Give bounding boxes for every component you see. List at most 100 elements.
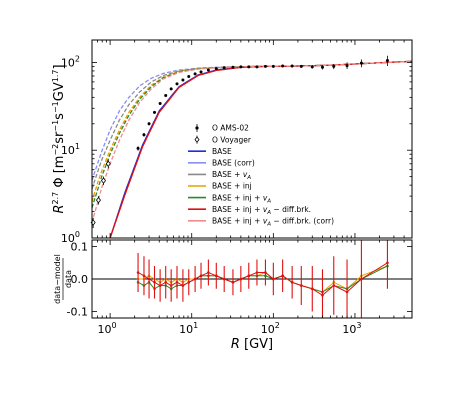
point-o-ams-02 xyxy=(320,65,324,69)
point-o-ams-02 xyxy=(359,61,363,65)
y-tick-exponent: 1 xyxy=(75,142,80,151)
x-tick-label: 103 xyxy=(342,321,361,336)
point-o-ams-02 xyxy=(231,65,235,69)
legend-item-base-inj-v-a-diff-brk: BASE + inj + vA − diff.brk. xyxy=(188,205,311,216)
legend-marker xyxy=(195,126,199,130)
y-label-part: −2 xyxy=(51,144,60,156)
point-o-ams-02 xyxy=(153,110,157,114)
residual-ylabel-numerator: data−model xyxy=(53,254,62,304)
y-tick-exponent: 2 xyxy=(75,54,80,63)
x-tick-label: 102 xyxy=(261,321,280,336)
legend-label-v: v xyxy=(263,193,268,202)
residual-ylabel-denominator: data xyxy=(64,270,73,288)
point-o-ams-02 xyxy=(147,122,151,126)
legend-label: BASE + inj + vA − diff.brk. (corr) xyxy=(212,217,334,228)
point-o-ams-02 xyxy=(206,68,210,72)
y-label-part: −1 xyxy=(51,120,60,132)
main-x-ticks xyxy=(91,40,413,238)
legend-label: BASE (corr) xyxy=(212,159,255,168)
legend-label-subscript: A xyxy=(266,222,271,228)
point-o-ams-02 xyxy=(263,64,267,68)
main-model-curves xyxy=(91,60,413,239)
main-axes-frame xyxy=(91,39,413,239)
curve-base-inj xyxy=(91,60,413,202)
x-tick-exponent: 0 xyxy=(112,321,117,330)
legend: O AMS-02 O Voyager BASE BASE (corr) BASE + v… xyxy=(188,124,334,228)
x-label-unit: [GV] xyxy=(240,337,273,352)
y-label-part: 2.7 xyxy=(51,192,60,205)
x-tick-exponent: 3 xyxy=(356,321,361,330)
curve-base-inj-v-a-diff-brk xyxy=(109,60,413,239)
main-y-axis-label: R2.7 Φ [m−2sr−1s−1GV1.7] xyxy=(51,64,67,213)
y-tick-exponent: 0 xyxy=(75,230,80,239)
x-label-var: R xyxy=(231,337,240,352)
point-o-ams-02 xyxy=(142,133,146,137)
point-o-ams-02 xyxy=(193,72,197,76)
point-o-ams-02 xyxy=(299,64,303,68)
legend-item-o-voyager: O Voyager xyxy=(194,135,252,144)
legend-item-base-inj-v-a: BASE + inj + vA xyxy=(188,193,271,204)
point-o-ams-02 xyxy=(255,65,259,69)
curve-base-inj-v-a-diff-brk-corr xyxy=(91,60,413,223)
residual-y-axis-label: data−model data xyxy=(53,254,73,304)
y-tick-label: 0.0 xyxy=(71,273,89,286)
y-label-part: sr xyxy=(52,131,67,144)
legend-label: BASE + inj xyxy=(212,182,252,191)
point-o-ams-02 xyxy=(281,64,285,68)
legend-item-base: BASE xyxy=(188,147,232,156)
residual-points xyxy=(136,240,389,318)
legend-label: BASE + vA xyxy=(212,170,251,181)
point-o-ams-02 xyxy=(239,65,243,69)
curve-base-inj-v-a xyxy=(91,60,413,209)
residual-line-base-inj-v-a-diff-brk xyxy=(137,262,388,296)
point-o-ams-02 xyxy=(164,93,168,97)
point-o-ams-02 xyxy=(222,66,226,70)
point-o-ams-02 xyxy=(136,146,140,150)
legend-label: BASE xyxy=(212,147,232,156)
legend-label-v: v xyxy=(263,217,268,226)
legend-label: BASE + inj + vA − diff.brk. xyxy=(212,205,311,216)
legend-item-base-inj: BASE + inj xyxy=(188,182,252,191)
legend-label: O Voyager xyxy=(212,135,252,144)
y-tick-label: -0.1 xyxy=(67,306,88,319)
point-o-ams-02 xyxy=(187,75,191,79)
legend-item-base-corr: BASE (corr) xyxy=(188,159,255,168)
point-o-ams-02 xyxy=(169,87,173,91)
point-o-ams-02 xyxy=(247,65,251,69)
y-label-part: ] xyxy=(52,64,67,69)
residual-panel: 100 101 102 103 0.10.0-0.1 xyxy=(67,239,413,336)
residual-x-ticks: 100 101 102 103 xyxy=(91,240,413,336)
legend-label-v: v xyxy=(243,170,248,179)
legend-label-v: v xyxy=(263,205,268,214)
y-label-part: −1 xyxy=(51,101,60,113)
point-o-voyager xyxy=(95,196,101,204)
y-label-part: Φ [m xyxy=(52,156,67,192)
main-data-points xyxy=(90,55,389,228)
legend-label: O AMS-02 xyxy=(212,124,249,133)
x-tick-exponent: 2 xyxy=(275,321,280,330)
legend-label-subscript: A xyxy=(266,210,271,216)
point-o-ams-02 xyxy=(181,78,185,82)
point-o-ams-02 xyxy=(214,67,218,71)
y-label-part: GV xyxy=(52,82,67,101)
legend-marker xyxy=(194,136,200,143)
residual-y-ticks: 0.1 0.0 -0.1 xyxy=(67,241,412,319)
y-label-part: R xyxy=(52,205,67,214)
point-o-ams-02 xyxy=(332,64,336,68)
x-tick-label: 101 xyxy=(179,321,198,336)
point-o-ams-02 xyxy=(271,64,275,68)
legend-label-subscript: A xyxy=(246,175,251,181)
x-tick-label: 100 xyxy=(98,321,117,336)
legend-item-o-ams-02: O AMS-02 xyxy=(195,124,249,133)
point-o-ams-02 xyxy=(345,64,349,68)
y-label-part: s xyxy=(52,113,67,120)
curve-base-corr xyxy=(91,60,413,181)
point-o-ams-02 xyxy=(385,59,389,63)
legend-label-rest: − diff.brk. xyxy=(271,205,311,214)
curve-base-v-a xyxy=(91,60,413,190)
x-tick-exponent: 1 xyxy=(193,321,198,330)
y-tick-label: 0.1 xyxy=(71,241,89,254)
legend-item-base-v-a: BASE + vA xyxy=(188,170,251,181)
point-o-ams-02 xyxy=(290,64,294,68)
y-label-part: 1.7 xyxy=(51,70,60,83)
